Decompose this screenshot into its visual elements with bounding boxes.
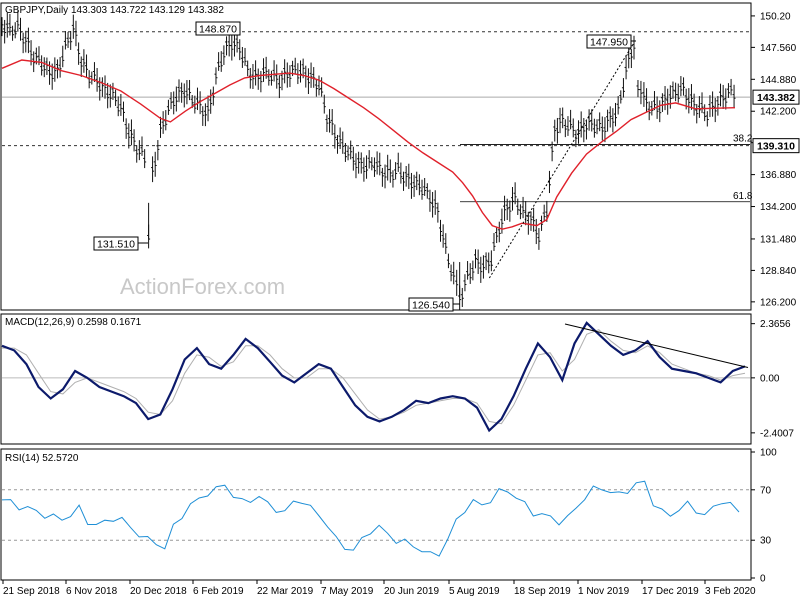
price-panel-frame xyxy=(0,2,752,311)
price-panel: 150.20147.560144.880142.200139.560136.88… xyxy=(0,10,800,312)
macd-panel-title: MACD(12,26,9) 0.2598 0.1671 xyxy=(5,317,142,328)
x-axis: 21 Sep 2018 6 Nov 2018 20 Dec 2018 6 Feb 20… xyxy=(2,580,756,597)
price-y-tick-label: 136.880 xyxy=(760,170,797,181)
macd-panel: 2.3656 0.00 -2.4007 xyxy=(1,319,794,439)
price-y-tick-label: 128.840 xyxy=(760,266,797,277)
macd-y-tick-label: -2.4007 xyxy=(760,428,794,439)
macd-signal-line xyxy=(2,329,746,425)
price-annotation-box xyxy=(195,21,241,36)
macd-trendline xyxy=(564,323,749,369)
price-panel-title: GBPJPY,Daily 143.303 143.722 143.129 143… xyxy=(5,5,224,16)
rsi-panel-frame xyxy=(0,448,752,581)
rsi-panel: 100 70 30 0 xyxy=(1,448,777,585)
rsi-panel-title: RSI(14) 52.5720 xyxy=(5,453,79,464)
price-y-tick-label: 147.560 xyxy=(760,43,797,54)
price-level-box xyxy=(752,89,800,105)
rsi-y-tick-label: 0 xyxy=(760,574,766,585)
x-tick-label: 6 Nov 2018 xyxy=(66,586,118,597)
x-tick-label: 22 Mar 2019 xyxy=(257,586,314,597)
watermark-text: ActionForex.com xyxy=(120,274,285,299)
x-tick-label: 17 Dec 2019 xyxy=(642,586,699,597)
rsi-y-tick-label: 30 xyxy=(760,536,772,547)
macd-line xyxy=(1,321,746,433)
price-level-box-label: 143.382 xyxy=(757,92,795,104)
price-y-tick-label: 142.200 xyxy=(760,107,797,118)
rsi-line xyxy=(1,480,740,557)
moving-average-line xyxy=(1,59,736,230)
macd-y-tick-label: 2.3656 xyxy=(760,319,791,330)
fib-level-label: 61.8 xyxy=(733,191,753,202)
x-tick-label: 20 Dec 2018 xyxy=(130,586,187,597)
rsi-y-tick-label: 100 xyxy=(760,448,777,459)
price-y-tick-label: 126.200 xyxy=(760,297,797,308)
price-y-tick-label: 131.480 xyxy=(760,234,797,245)
x-tick-label: 5 Aug 2019 xyxy=(449,586,500,597)
x-tick-label: 3 Feb 2020 xyxy=(705,586,756,597)
macd-y-tick-label: 0.00 xyxy=(760,373,780,384)
price-annotation-label: 147.950 xyxy=(590,37,628,49)
rsi-y-tick-label: 70 xyxy=(760,485,772,496)
x-tick-label: 7 May 2019 xyxy=(321,586,374,597)
price-level-box-label: 139.310 xyxy=(757,141,795,153)
price-level-box xyxy=(752,138,800,154)
price-y-tick-label: 150.20 xyxy=(760,11,791,22)
price-annotation-label: 131.510 xyxy=(97,239,135,251)
price-annotation-label: 148.870 xyxy=(199,24,237,36)
x-tick-label: 1 Nov 2019 xyxy=(578,586,630,597)
price-annotation-label: 126.540 xyxy=(412,300,450,312)
fib-level-label: 38.2 xyxy=(733,134,753,145)
x-tick-label: 21 Sep 2018 xyxy=(3,586,60,597)
x-tick-label: 18 Sep 2019 xyxy=(514,586,571,597)
macd-panel-frame xyxy=(0,313,752,445)
price-y-tick-label: 134.200 xyxy=(760,202,797,213)
x-tick-label: 20 Jun 2019 xyxy=(384,586,439,597)
x-tick-label: 6 Feb 2019 xyxy=(193,586,244,597)
price-y-tick-label: 144.880 xyxy=(760,75,797,86)
